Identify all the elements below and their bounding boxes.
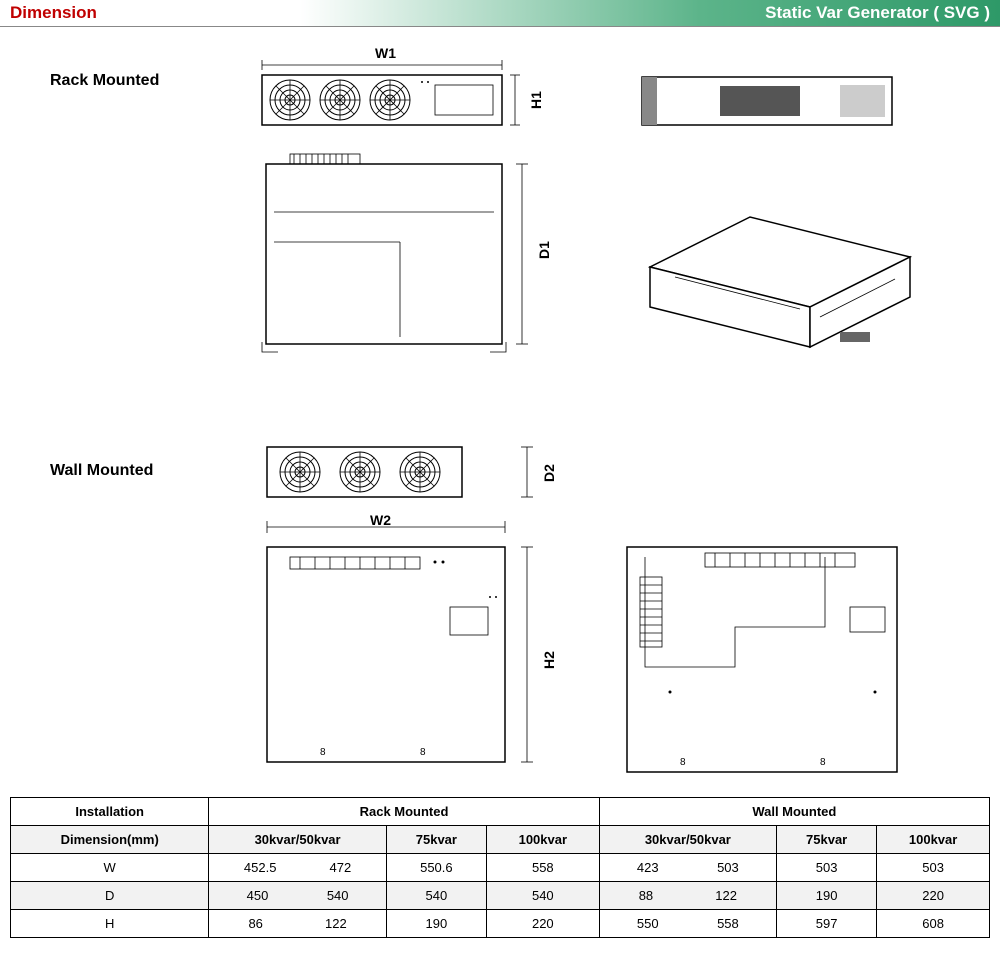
table-cell: 190 xyxy=(777,882,877,910)
th-col: 100kvar xyxy=(486,826,599,854)
table-cell: 452.5472 xyxy=(209,854,386,882)
row-label: H xyxy=(11,910,209,938)
dimension-table-wrap: Installation Rack Mounted Wall Mounted D… xyxy=(0,797,1000,938)
table-cell: 86122 xyxy=(209,910,386,938)
rack-top-drawing xyxy=(260,142,540,362)
diagram-area: Rack Mounted Wall Mounted W1 H1 D1 xyxy=(0,27,1000,797)
table-cell: 540 xyxy=(386,882,486,910)
table-row: W452.5472550.6558423503503503 xyxy=(11,854,990,882)
rack-iso-drawing xyxy=(630,167,930,357)
table-row: H86122190220550558597608 xyxy=(11,910,990,938)
rack-side-drawing xyxy=(640,67,900,137)
table-cell: 190 xyxy=(386,910,486,938)
table-cell: 597 xyxy=(777,910,877,938)
header-title-right: Static Var Generator ( SVG ) xyxy=(765,3,990,23)
th-col: 100kvar xyxy=(877,826,990,854)
wall-mounted-label: Wall Mounted xyxy=(50,462,153,480)
th-col: 30kvar/50kvar xyxy=(599,826,776,854)
table-cell: 558 xyxy=(486,854,599,882)
svg-text:8: 8 xyxy=(420,747,426,758)
svg-text:8: 8 xyxy=(820,757,826,768)
table-cell: 220 xyxy=(486,910,599,938)
h2-label: H2 xyxy=(541,651,557,669)
svg-text:8: 8 xyxy=(680,757,686,768)
wall-side-drawing: 88 xyxy=(625,537,905,782)
th-wall: Wall Mounted xyxy=(599,798,989,826)
rack-front-drawing xyxy=(260,57,520,132)
wall-fan-drawing xyxy=(265,442,545,502)
svg-text:8: 8 xyxy=(320,747,326,758)
h1-label: H1 xyxy=(528,91,544,109)
row-label: W xyxy=(11,854,209,882)
rack-mounted-label: Rack Mounted xyxy=(50,72,159,90)
dimension-table: Installation Rack Mounted Wall Mounted D… xyxy=(10,797,990,938)
th-dimension: Dimension(mm) xyxy=(11,826,209,854)
table-cell: 550558 xyxy=(599,910,776,938)
table-cell: 423503 xyxy=(599,854,776,882)
th-col: 75kvar xyxy=(386,826,486,854)
table-cell: 220 xyxy=(877,882,990,910)
wall-front-drawing: 88 xyxy=(265,517,555,787)
row-label: D xyxy=(11,882,209,910)
d1-label: D1 xyxy=(536,241,552,259)
th-rack: Rack Mounted xyxy=(209,798,599,826)
d2-label: D2 xyxy=(541,464,557,482)
table-cell: 88122 xyxy=(599,882,776,910)
table-cell: 503 xyxy=(777,854,877,882)
w1-label: W1 xyxy=(375,45,396,61)
table-row: D45054054054088122190220 xyxy=(11,882,990,910)
header-bar: Dimension Static Var Generator ( SVG ) xyxy=(0,0,1000,27)
table-cell: 608 xyxy=(877,910,990,938)
th-installation: Installation xyxy=(11,798,209,826)
table-cell: 550.6 xyxy=(386,854,486,882)
header-title-left: Dimension xyxy=(10,3,97,23)
th-col: 75kvar xyxy=(777,826,877,854)
w2-label: W2 xyxy=(370,512,391,528)
th-col: 30kvar/50kvar xyxy=(209,826,386,854)
table-cell: 540 xyxy=(486,882,599,910)
table-cell: 450540 xyxy=(209,882,386,910)
table-cell: 503 xyxy=(877,854,990,882)
